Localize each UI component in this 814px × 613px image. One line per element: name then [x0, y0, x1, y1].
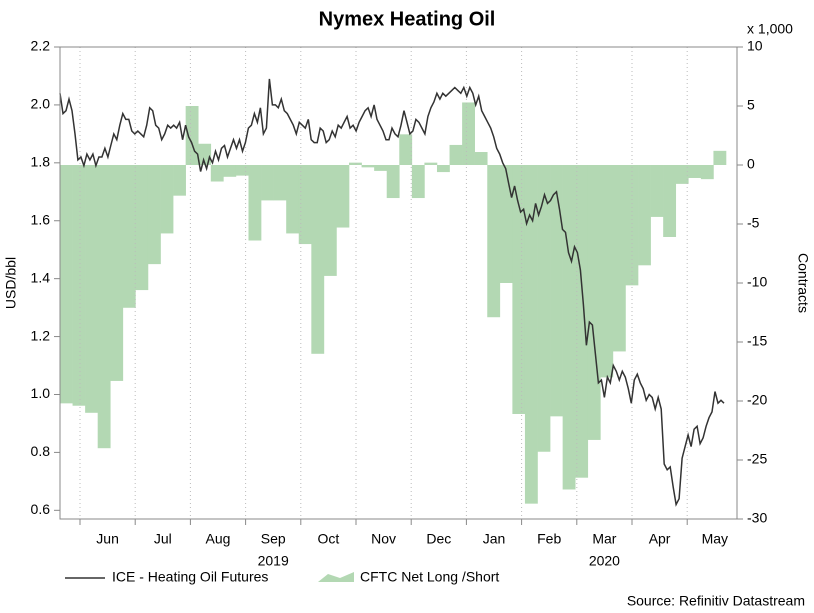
area-step [562, 165, 576, 490]
area-step [147, 165, 161, 265]
y-tick-label: 0.8 [31, 443, 51, 459]
area-step [700, 165, 714, 180]
area-step [97, 165, 111, 449]
x-tick-label: Aug [206, 531, 231, 547]
y2-tick-label: -25 [747, 451, 767, 467]
area-step [487, 165, 501, 318]
area-step [110, 165, 124, 381]
area-step [688, 165, 702, 178]
area-step [386, 165, 400, 199]
y-tick-label: 2.2 [31, 38, 51, 54]
x-tick-label: May [702, 531, 728, 547]
price-line [59, 78, 725, 507]
chart-title: Nymex Heating Oil [319, 8, 496, 30]
area-step [361, 165, 375, 168]
area-step [436, 165, 450, 173]
area-step [72, 165, 86, 406]
area-step [210, 165, 224, 182]
y-axis-label: USD/bbl [3, 257, 19, 309]
x-tick-label: Nov [371, 531, 396, 547]
y2-axis-label: Contracts [795, 253, 811, 313]
area-step [474, 152, 488, 165]
area-step [235, 165, 249, 176]
area-step [273, 165, 287, 201]
y2-tick-label: -15 [747, 333, 767, 349]
y2-unit: x 1,000 [747, 21, 793, 37]
area-step [122, 165, 136, 308]
x-tick-label: Jul [154, 531, 172, 547]
area-step [713, 150, 727, 165]
y2-tick-label: 0 [747, 156, 755, 172]
x-tick-label: Oct [318, 531, 340, 547]
x-tick-label: Dec [426, 531, 451, 547]
area-step [198, 143, 212, 165]
y2-tick-label: 10 [747, 38, 763, 54]
x-tick-label: Jun [96, 531, 119, 547]
area-step [675, 165, 689, 184]
y2-tick-label: -20 [747, 392, 767, 408]
y2-tick-label: -10 [747, 274, 767, 290]
y-tick-label: 1.4 [31, 269, 51, 285]
x-tick-label: Mar [592, 531, 616, 547]
area-step [336, 165, 350, 228]
x-group-label: 2019 [258, 553, 289, 569]
area-step [135, 165, 149, 291]
area-step [298, 165, 312, 245]
legend-label: CFTC Net Long /Short [360, 569, 499, 585]
y2-tick-label: 5 [747, 97, 755, 113]
area-step [537, 165, 551, 452]
x-tick-label: Apr [649, 531, 671, 547]
area-step [650, 165, 664, 217]
area-step [399, 134, 413, 165]
area-step [261, 165, 274, 201]
source: Source: Refinitiv Datastream [627, 593, 805, 609]
area-step [575, 165, 589, 478]
area-step [85, 165, 98, 413]
y-tick-label: 1.8 [31, 154, 51, 170]
area-step [524, 165, 538, 504]
area-step [550, 165, 563, 417]
y-tick-label: 1.6 [31, 211, 51, 227]
y-tick-label: 1.0 [31, 385, 51, 401]
y2-tick-label: -30 [747, 510, 767, 526]
area-step [663, 165, 677, 237]
area-step [185, 106, 199, 165]
area-step [638, 165, 651, 266]
y-tick-label: 1.2 [31, 327, 51, 343]
area-step [612, 165, 626, 352]
area-step [411, 165, 425, 199]
y2-tick-label: -5 [747, 215, 760, 231]
area-step [499, 165, 513, 283]
plot-area [60, 102, 727, 504]
area-step [625, 165, 639, 286]
x-group-label: 2020 [589, 553, 620, 569]
area-step [173, 165, 186, 196]
area-step [60, 165, 73, 404]
area-step [462, 102, 475, 165]
area-step [587, 165, 601, 440]
area-step [349, 162, 362, 165]
legend-swatch [318, 572, 354, 582]
area-step [374, 165, 388, 171]
area-step [449, 144, 463, 165]
area-step [311, 165, 325, 354]
area-step [323, 165, 337, 276]
x-tick-label: Jan [483, 531, 506, 547]
area-step [160, 165, 174, 234]
x-tick-label: Feb [537, 531, 561, 547]
y-tick-label: 0.6 [31, 501, 51, 517]
legend-label: ICE - Heating Oil Futures [112, 569, 268, 585]
area-step [600, 165, 614, 378]
x-tick-label: Sep [261, 531, 286, 547]
area-step [248, 165, 262, 241]
area-step [424, 162, 438, 165]
area-step [286, 165, 300, 234]
y-tick-label: 2.0 [31, 96, 51, 112]
area-step [223, 165, 237, 177]
